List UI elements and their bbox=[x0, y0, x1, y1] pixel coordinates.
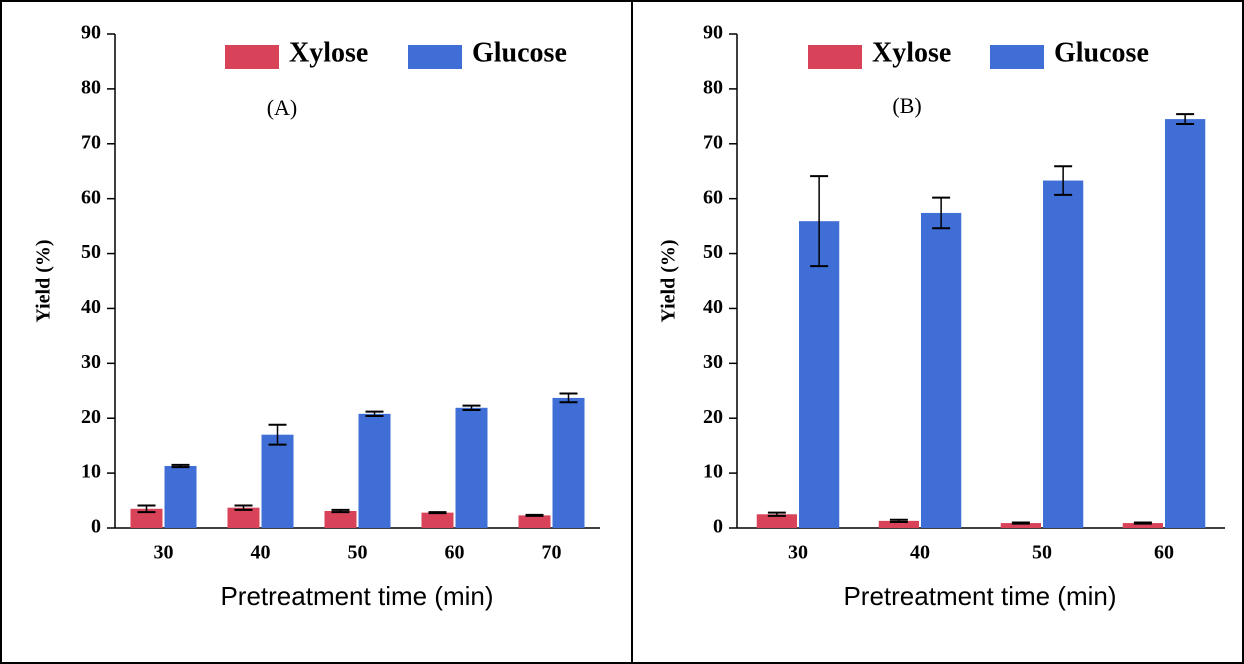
bar bbox=[921, 212, 962, 528]
x-tick-label: 40 bbox=[251, 542, 271, 564]
y-tick-label: 70 bbox=[703, 131, 723, 153]
legend-label: Xylose bbox=[289, 37, 368, 68]
bar bbox=[1165, 119, 1206, 529]
y-tick-label: 90 bbox=[81, 22, 101, 44]
x-tick-label: 40 bbox=[910, 542, 930, 564]
x-tick-label: 50 bbox=[1032, 542, 1052, 564]
legend-label: Xylose bbox=[872, 37, 951, 68]
x-tick-label: 70 bbox=[542, 542, 562, 564]
x-axis-label: Pretreatment time (min) bbox=[843, 581, 1116, 611]
y-tick-label: 50 bbox=[703, 241, 723, 263]
bar bbox=[878, 520, 919, 528]
bar bbox=[130, 508, 163, 528]
bar bbox=[518, 515, 551, 528]
y-tick-label: 30 bbox=[703, 351, 723, 373]
y-tick-label: 80 bbox=[703, 76, 723, 98]
bar bbox=[324, 510, 357, 528]
y-tick-label: 80 bbox=[81, 76, 101, 98]
bar bbox=[261, 434, 294, 528]
x-tick-label: 60 bbox=[1154, 542, 1174, 564]
y-tick-label: 0 bbox=[713, 516, 723, 538]
y-tick-label: 30 bbox=[81, 351, 101, 373]
y-axis-label: Yield (%) bbox=[33, 239, 55, 322]
x-tick-label: 30 bbox=[154, 542, 174, 564]
y-tick-label: 60 bbox=[81, 186, 101, 208]
legend-swatch bbox=[808, 45, 862, 69]
y-tick-label: 20 bbox=[703, 406, 723, 428]
bar bbox=[164, 465, 197, 528]
bar bbox=[455, 407, 488, 528]
y-tick-label: 20 bbox=[81, 406, 101, 428]
bar bbox=[227, 507, 260, 528]
legend-label: Glucose bbox=[1054, 37, 1149, 68]
y-tick-label: 90 bbox=[703, 22, 723, 44]
y-tick-label: 40 bbox=[81, 296, 101, 318]
y-axis-label: Yield (%) bbox=[658, 239, 680, 322]
x-tick-label: 60 bbox=[445, 542, 465, 564]
bar bbox=[799, 221, 840, 528]
annotation: (B) bbox=[892, 93, 921, 118]
bar bbox=[1122, 523, 1163, 528]
legend-swatch bbox=[408, 45, 462, 69]
x-tick-label: 30 bbox=[788, 542, 808, 564]
legend-swatch bbox=[225, 45, 279, 69]
x-tick-label: 50 bbox=[348, 542, 368, 564]
bar bbox=[358, 413, 391, 528]
bar bbox=[552, 397, 585, 528]
legend-swatch bbox=[990, 45, 1044, 69]
bar bbox=[1000, 523, 1041, 528]
bar bbox=[421, 512, 454, 528]
x-axis-label: Pretreatment time (min) bbox=[220, 581, 493, 611]
legend-label: Glucose bbox=[472, 37, 567, 68]
y-tick-label: 60 bbox=[703, 186, 723, 208]
y-tick-label: 10 bbox=[81, 461, 101, 483]
bar bbox=[1043, 180, 1084, 528]
annotation: (A) bbox=[267, 95, 298, 120]
y-tick-label: 0 bbox=[91, 516, 101, 538]
y-tick-label: 10 bbox=[703, 461, 723, 483]
y-tick-label: 50 bbox=[81, 241, 101, 263]
y-tick-label: 70 bbox=[81, 131, 101, 153]
bar bbox=[756, 514, 797, 528]
y-tick-label: 40 bbox=[703, 296, 723, 318]
